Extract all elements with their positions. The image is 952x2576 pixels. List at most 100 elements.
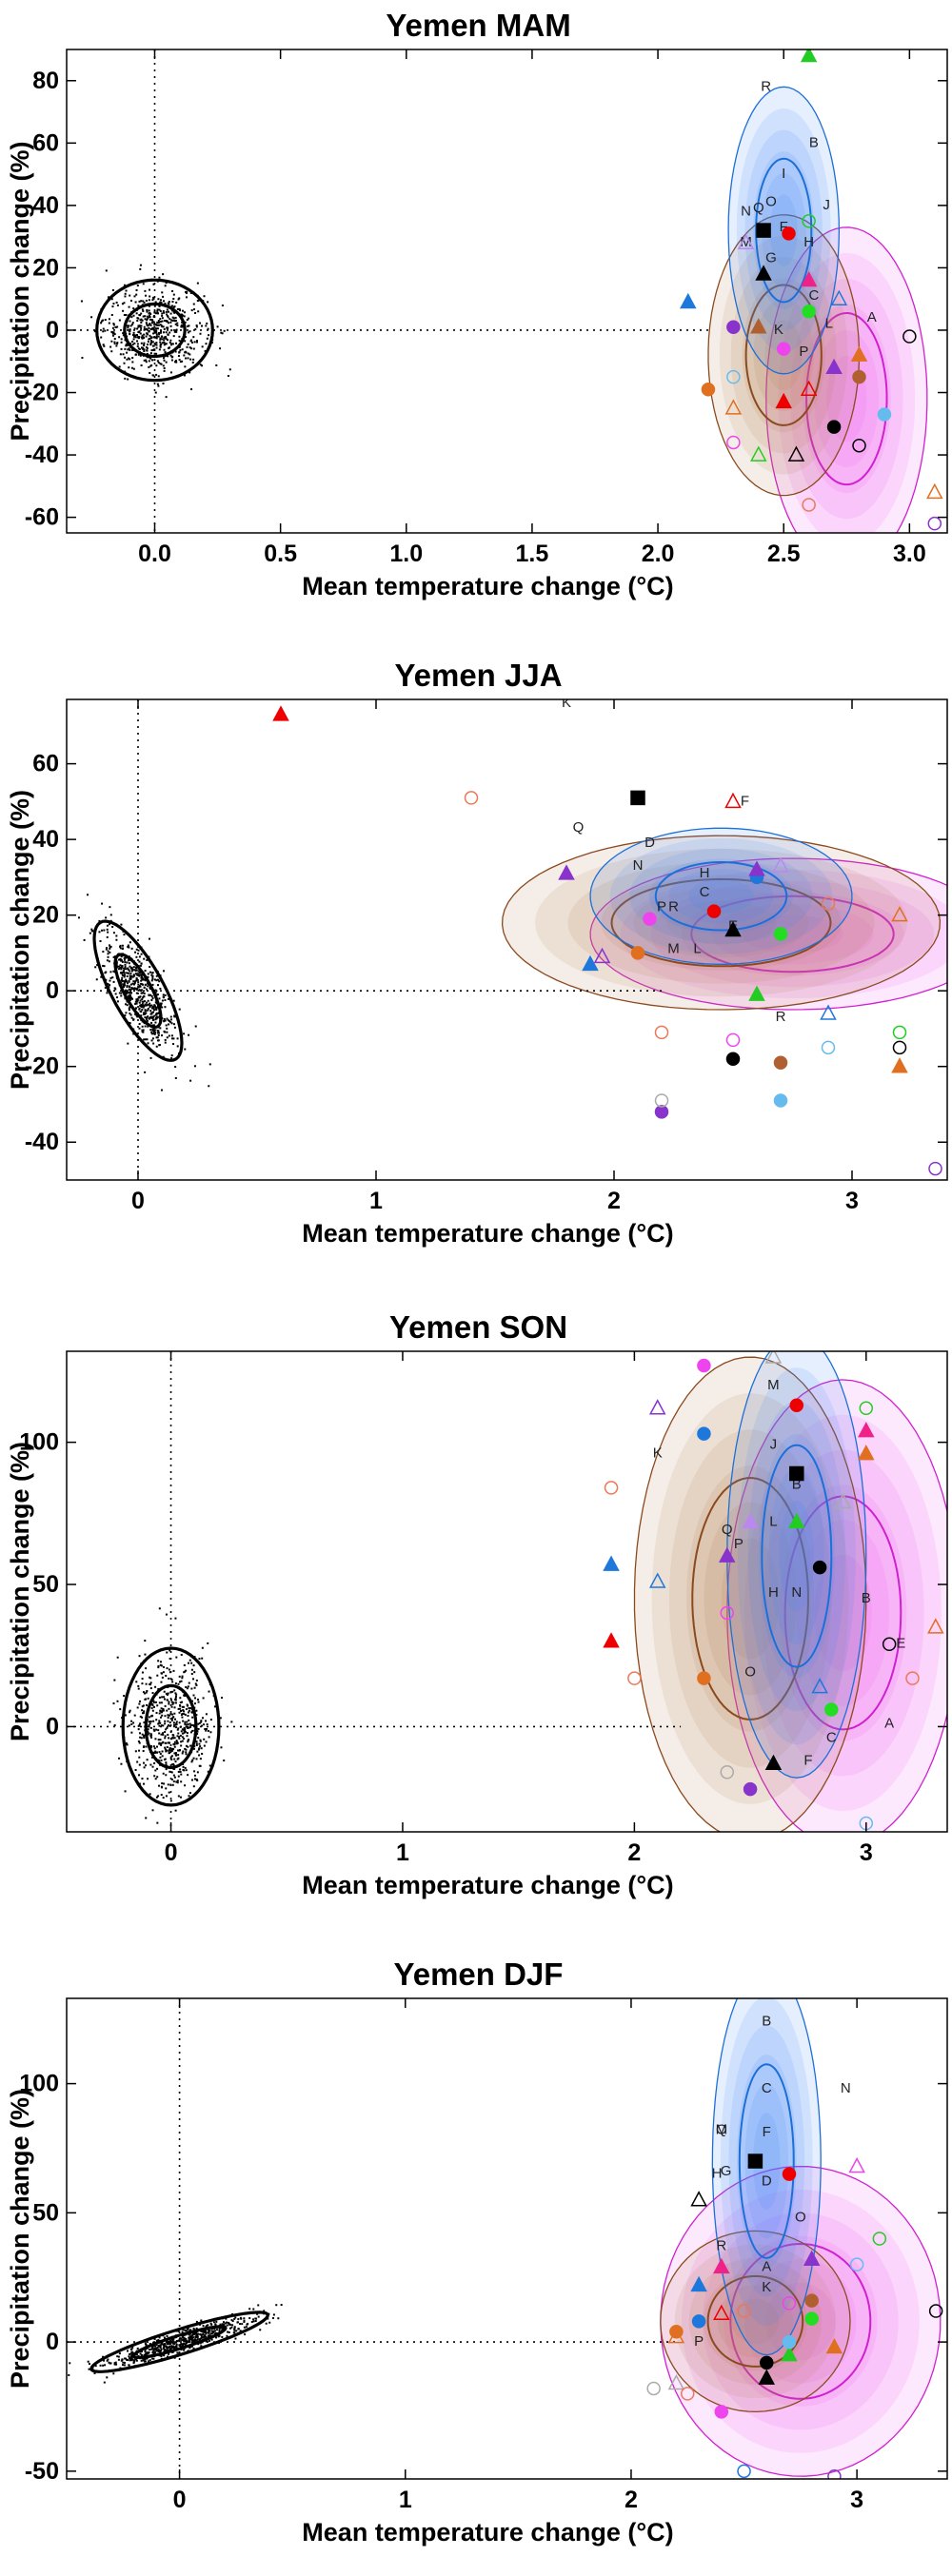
control-dot — [177, 1775, 180, 1778]
control-dot — [170, 359, 173, 362]
control-dot — [159, 2350, 162, 2352]
control-dot — [188, 331, 190, 334]
control-dot — [131, 988, 134, 991]
control-dot — [120, 979, 123, 982]
control-dot — [163, 366, 166, 369]
control-dot — [193, 1671, 196, 1674]
control-dot — [89, 932, 91, 934]
control-dot — [102, 319, 105, 322]
control-dot — [174, 1077, 177, 1080]
control-dot — [177, 1754, 180, 1757]
control-dot — [130, 2349, 133, 2351]
control-dot — [151, 1037, 154, 1040]
control-dot — [188, 330, 191, 333]
control-dot — [124, 1014, 127, 1017]
control-dot — [162, 1709, 165, 1712]
control-dot — [106, 2359, 109, 2362]
control-dot — [183, 1726, 186, 1729]
control-dot — [168, 2352, 170, 2355]
control-dot — [221, 332, 224, 335]
control-dot — [170, 1037, 173, 1040]
control-dot — [158, 1607, 161, 1610]
control-dot — [206, 1723, 208, 1726]
control-dot — [142, 336, 145, 339]
control-dot — [106, 928, 109, 931]
x-tick-label: 2 — [625, 2487, 638, 2513]
control-dot — [132, 2359, 135, 2362]
control-dot — [129, 358, 131, 361]
control-dot — [154, 2350, 157, 2353]
control-dot — [191, 1759, 194, 1761]
control-dot — [175, 1740, 178, 1742]
ellipse-shade-brown — [731, 2298, 780, 2345]
control-dot — [145, 299, 148, 302]
ellipse-shade-magenta — [590, 858, 947, 1010]
control-dot — [181, 348, 184, 351]
control-dot — [93, 2371, 96, 2374]
control-dot — [171, 2342, 174, 2345]
control-dot — [121, 303, 124, 305]
control-dot — [119, 947, 122, 950]
control-dot — [147, 985, 149, 988]
control-dot — [142, 1750, 145, 1753]
control-dot — [233, 2328, 236, 2330]
control-dot — [168, 1677, 170, 1680]
control-dot — [131, 2352, 134, 2355]
control-dot — [112, 970, 115, 973]
control-dot — [193, 341, 196, 344]
marker-circle — [691, 2314, 706, 2329]
control-dot — [200, 2337, 203, 2340]
control-dot — [171, 343, 174, 345]
control-dot — [154, 2349, 157, 2351]
control-dot — [213, 1705, 216, 1708]
ellipse-outer-brown — [660, 2230, 851, 2413]
ellipse-blue — [711, 1998, 822, 2356]
control-dot — [165, 343, 168, 345]
control-dot — [157, 375, 160, 378]
control-dot — [140, 2359, 143, 2362]
control-dot — [147, 975, 149, 978]
control-dot — [172, 1762, 175, 1765]
control-dot — [140, 1737, 143, 1740]
y-axis-label: Precipitation change (%) — [6, 141, 34, 441]
control-dot — [118, 958, 121, 961]
control-dot — [165, 337, 168, 340]
control-dot — [138, 324, 141, 327]
control-dot — [159, 321, 162, 324]
control-dot — [129, 995, 132, 998]
control-dot — [94, 966, 97, 969]
control-dot — [176, 307, 179, 310]
control-dot — [103, 929, 106, 932]
control-dot — [158, 276, 161, 279]
control-dot — [190, 1662, 193, 1664]
control-dot — [152, 2357, 155, 2360]
control-dot — [254, 2319, 257, 2322]
control-dot — [163, 2343, 166, 2346]
marker-triangle — [772, 856, 789, 873]
control-dot — [138, 1741, 141, 1744]
control-dot — [144, 1071, 147, 1073]
control-dot — [142, 315, 145, 318]
control-dot — [207, 2324, 209, 2327]
control-dot — [140, 364, 143, 366]
control-dot — [195, 1778, 198, 1780]
control-dot — [149, 1681, 152, 1684]
control-dot — [132, 1032, 135, 1035]
control-dot — [168, 1034, 170, 1037]
control-dot — [143, 301, 146, 304]
control-dot — [166, 1651, 169, 1654]
marker-circle — [726, 369, 741, 384]
control-dot — [154, 391, 157, 394]
control-dot — [207, 301, 209, 304]
control-dot — [163, 320, 166, 323]
control-dot — [131, 343, 134, 345]
model-letter: R — [716, 2238, 726, 2254]
control-dot — [158, 1784, 161, 1787]
control-dot — [130, 974, 133, 977]
control-dot — [173, 1737, 176, 1740]
model-letter: O — [744, 1664, 756, 1681]
control-dot — [127, 982, 129, 985]
ellipse-outer-blue — [711, 1998, 822, 2356]
control-dot — [185, 1723, 188, 1726]
